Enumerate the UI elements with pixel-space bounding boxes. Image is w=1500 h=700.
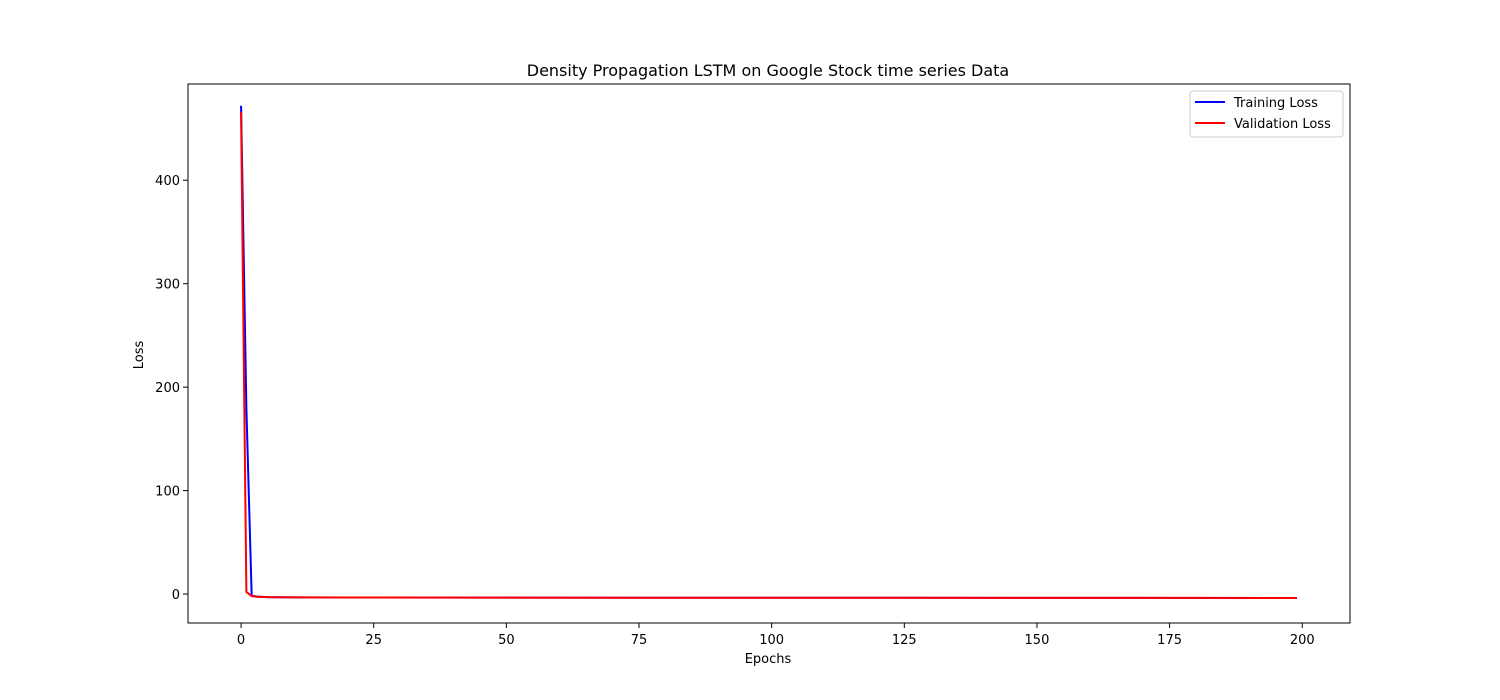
y-axis-label: Loss [132,341,147,370]
chart-title: Density Propagation LSTM on Google Stock… [527,61,1009,80]
x-tick-label: 0 [237,633,245,648]
y-tick-label: 0 [172,588,180,603]
x-tick-label: 50 [498,633,515,648]
x-axis-ticks: 0 25 50 75 100 125 150 175 200 [237,623,1315,648]
y-axis-ticks: 0 100 200 300 400 [155,174,188,603]
x-tick-label: 100 [759,633,784,648]
y-tick-label: 200 [155,381,180,396]
x-tick-label: 200 [1290,633,1315,648]
legend-label-training-loss: Training Loss [1233,96,1318,111]
x-tick-label: 25 [365,633,382,648]
x-tick-label: 175 [1157,633,1182,648]
y-tick-label: 300 [155,278,180,293]
series-line-training-loss [240,105,1297,599]
legend-label-validation-loss: Validation Loss [1234,117,1331,132]
series-line-validation-loss [240,111,1297,599]
x-tick-label: 125 [892,633,917,648]
y-tick-label: 400 [155,174,180,189]
x-axis-label: Epochs [745,652,792,667]
plot-frame [187,83,1351,624]
series-lines [240,105,1297,599]
x-tick-label: 75 [631,633,648,648]
x-tick-label: 150 [1025,633,1050,648]
y-tick-label: 100 [155,485,180,500]
legend-frame [1189,90,1344,138]
legend: Training Loss Validation Loss [1189,90,1344,138]
